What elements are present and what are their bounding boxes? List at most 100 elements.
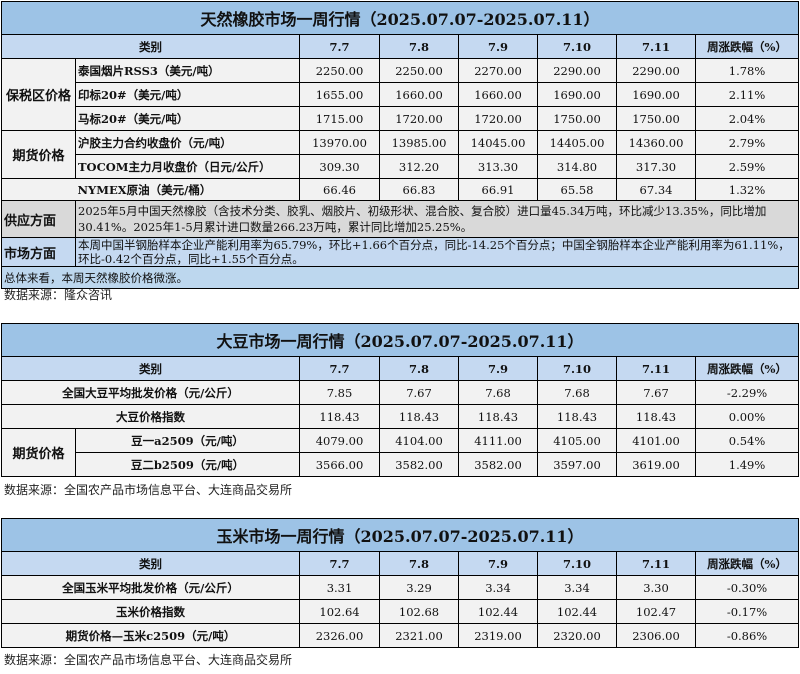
table-row: 玉米价格指数 102.64 102.68 102.44 102.44 102.47 -0.1… — [1, 599, 800, 624]
supply-label: 供应方面 — [1, 200, 76, 238]
item-label: 全国玉米平均批发价格（元/公斤） — [1, 575, 300, 600]
change-cell: 2.11% — [694, 82, 800, 107]
table-row: 马标20#（美元/吨） 1715.00 1720.00 1720.00 1750.00 1… — [2, 106, 800, 131]
change-cell: 2.04% — [694, 106, 800, 131]
value-cell: 13970.00 — [299, 130, 380, 155]
item-label: TOCOM主力月收盘价（日元/公斤） — [75, 154, 300, 179]
supply-row: 供应方面 2025年5月中国天然橡胶（含技术分类、胶乳、烟胶片、初级形状、混合胶、… — [1, 200, 800, 238]
summary-text: 总体来看，本周天然橡胶价格微涨。 — [0, 266, 800, 289]
value-cell: 3566.00 — [299, 452, 380, 477]
header-cell: 7.9 — [458, 34, 538, 59]
table-row: 大豆价格指数 118.43 118.43 118.43 118.43 118.43 0.00… — [1, 404, 800, 429]
value-cell: 3.29 — [379, 575, 459, 600]
soybean-table: 大豆市场一周行情（2025.07.07-2025.07.11） 类别 7.7 7.8 7… — [0, 323, 800, 477]
value-cell: 2250.00 — [299, 58, 380, 83]
header-cell: 7.11 — [616, 551, 696, 576]
value-cell: 2319.00 — [458, 623, 538, 648]
soybean-source: 数据来源：全国农产品市场信息平台、大连商品交易所 — [4, 483, 293, 497]
empty-cell — [1, 178, 76, 201]
header-row: 类别 7.7 7.8 7.9 7.10 7.11 周涨跌幅（%） — [1, 356, 800, 381]
value-cell: 118.43 — [458, 404, 538, 429]
header-cell: 7.10 — [537, 356, 617, 381]
value-cell: 2326.00 — [299, 623, 380, 648]
header-cell: 7.9 — [458, 551, 538, 576]
value-cell: 1660.00 — [458, 82, 538, 107]
table-row: 全国大豆平均批发价格（元/公斤） 7.85 7.67 7.68 7.68 7.67 -2.2… — [1, 380, 800, 405]
value-cell: 1750.00 — [537, 106, 617, 131]
value-cell: 1720.00 — [379, 106, 459, 131]
header-cell: 7.8 — [379, 356, 459, 381]
change-cell: -0.86% — [694, 623, 800, 648]
value-cell: 13985.00 — [379, 130, 459, 155]
title-row: 玉米市场一周行情（2025.07.07-2025.07.11） — [0, 518, 800, 552]
value-cell: 66.91 — [458, 178, 538, 201]
value-cell: 3619.00 — [616, 452, 696, 477]
value-cell: 102.44 — [537, 599, 617, 624]
value-cell: 309.30 — [299, 154, 380, 179]
value-cell: 313.30 — [458, 154, 538, 179]
value-cell: 2321.00 — [379, 623, 459, 648]
item-label: 泰国烟片RSS3（美元/吨） — [75, 58, 300, 83]
value-cell: 4101.00 — [616, 428, 696, 453]
value-cell: 3582.00 — [458, 452, 538, 477]
summary-row: 总体来看，本周天然橡胶价格微涨。 — [0, 266, 800, 289]
value-cell: 7.67 — [379, 380, 459, 405]
header-cell: 7.10 — [537, 34, 617, 59]
header-cell: 周涨跌幅（%） — [694, 34, 800, 59]
market-label: 市场方面 — [1, 237, 76, 267]
header-cell: 7.8 — [379, 34, 459, 59]
value-cell: 1720.00 — [458, 106, 538, 131]
value-cell: 67.34 — [616, 178, 696, 201]
value-cell: 118.43 — [379, 404, 459, 429]
header-cell: 7.7 — [299, 551, 380, 576]
table-title: 大豆市场一周行情（2025.07.07-2025.07.11） — [0, 323, 800, 357]
value-cell: 4105.00 — [537, 428, 617, 453]
value-cell: 314.80 — [537, 154, 617, 179]
value-cell: 2290.00 — [537, 58, 617, 83]
value-cell: 3.34 — [537, 575, 617, 600]
value-cell: 312.20 — [379, 154, 459, 179]
market-row: 市场方面 本周中国半钢胎样本企业产能利用率为65.79%，环比+1.66个百分点，… — [1, 237, 800, 267]
table-row: 期货价格 沪胶主力合约收盘价（元/吨） 13970.00 13985.00 14045.… — [1, 130, 800, 179]
value-cell: 14360.00 — [616, 130, 696, 155]
change-cell: -2.29% — [694, 380, 800, 405]
change-cell: 0.54% — [694, 428, 800, 453]
value-cell: 7.67 — [616, 380, 696, 405]
change-cell: 1.49% — [694, 452, 800, 477]
group-label: 期货价格 — [1, 428, 76, 477]
value-cell: 2250.00 — [379, 58, 459, 83]
group-label: 期货价格 — [1, 130, 76, 179]
table-title: 玉米市场一周行情（2025.07.07-2025.07.11） — [0, 518, 800, 552]
header-category: 类别 — [1, 551, 300, 576]
value-cell: 66.46 — [299, 178, 380, 201]
value-cell: 102.64 — [299, 599, 380, 624]
change-cell: 2.59% — [694, 154, 800, 179]
item-label: 印标20#（美元/吨） — [75, 82, 300, 107]
value-cell: 102.44 — [458, 599, 538, 624]
value-cell: 65.58 — [537, 178, 617, 201]
value-cell: 3597.00 — [537, 452, 617, 477]
rubber-source: 数据来源：隆众咨讯 — [4, 288, 113, 302]
header-cell: 周涨跌幅（%） — [694, 356, 800, 381]
corn-table: 玉米市场一周行情（2025.07.07-2025.07.11） 类别 7.7 7.8 7… — [0, 518, 800, 648]
value-cell: 14045.00 — [458, 130, 538, 155]
change-cell: 2.79% — [694, 130, 800, 155]
value-cell: 3582.00 — [379, 452, 459, 477]
value-cell: 317.30 — [616, 154, 696, 179]
item-label: 沪胶主力合约收盘价（元/吨） — [75, 130, 300, 155]
value-cell: 4104.00 — [379, 428, 459, 453]
header-cell: 7.7 — [299, 356, 380, 381]
header-category: 类别 — [1, 356, 300, 381]
header-cell: 7.10 — [537, 551, 617, 576]
value-cell: 66.83 — [379, 178, 459, 201]
header-cell: 7.9 — [458, 356, 538, 381]
table-row: 期货价格—玉米c2509（元/吨） 2326.00 2321.00 2319.00 23… — [1, 623, 800, 648]
value-cell: 1660.00 — [379, 82, 459, 107]
title-row: 天然橡胶市场一周行情（2025.07.07-2025.07.11） — [0, 1, 800, 35]
value-cell: 7.68 — [537, 380, 617, 405]
item-label: 豆二b2509（元/吨） — [75, 452, 300, 477]
header-cell: 7.8 — [379, 551, 459, 576]
item-label: NYMEX原油（美元/桶） — [75, 178, 300, 201]
change-cell: -0.17% — [694, 599, 800, 624]
value-cell: 4079.00 — [299, 428, 380, 453]
